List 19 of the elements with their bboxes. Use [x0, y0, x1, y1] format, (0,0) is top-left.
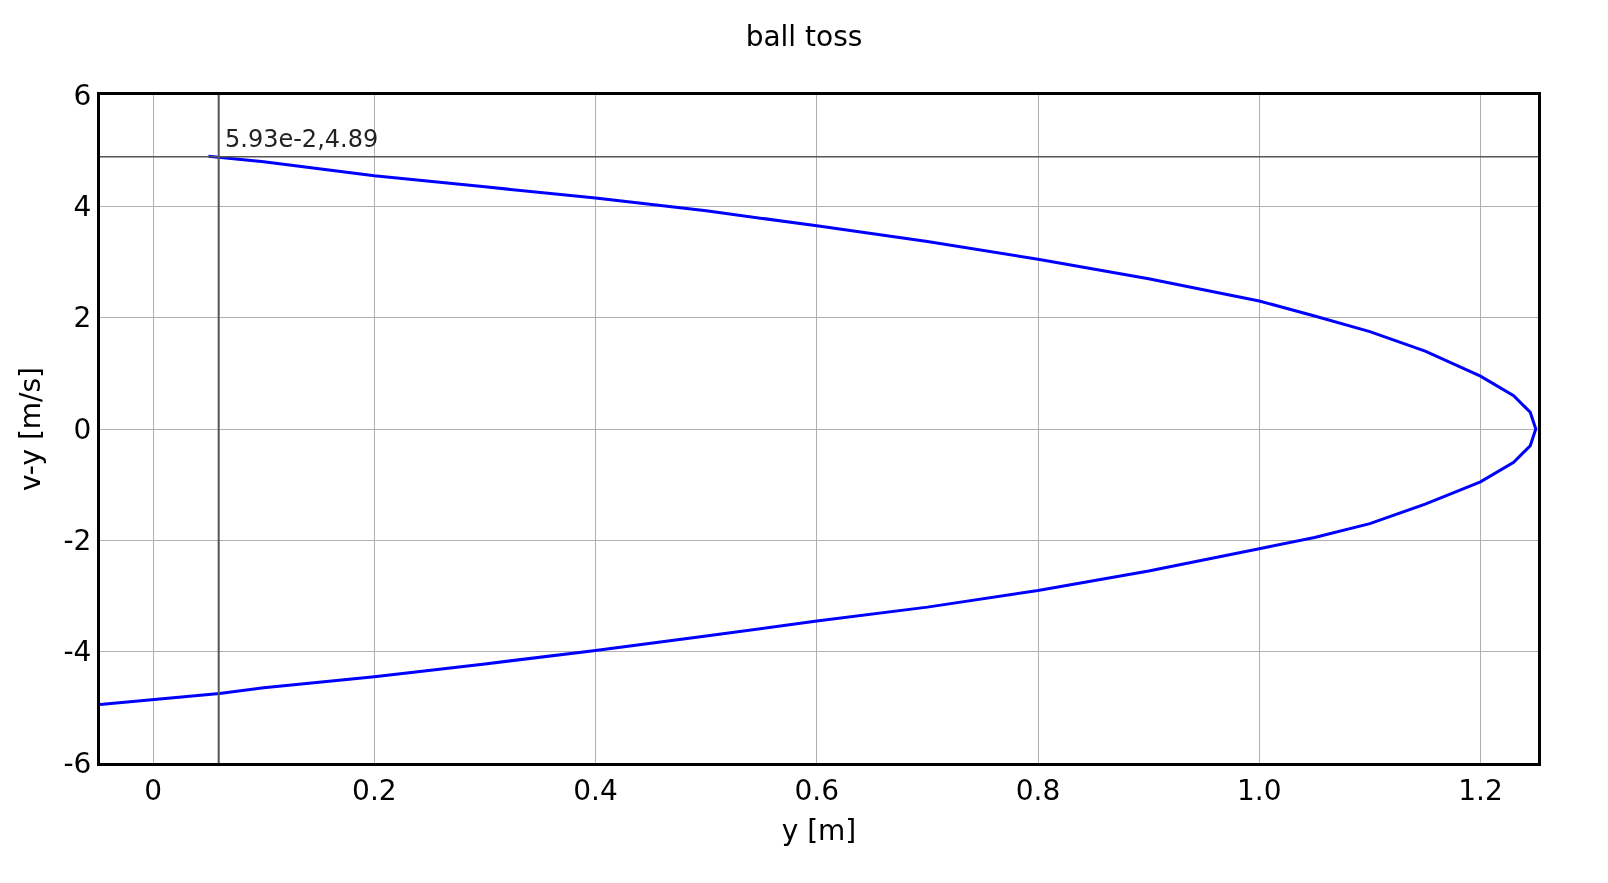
y-tick-label: 2 — [73, 301, 92, 335]
y-tick-label: -2 — [63, 524, 92, 558]
y-tick-label: -4 — [63, 635, 92, 669]
line-series — [100, 154, 1538, 707]
x-tick-label: 0.6 — [794, 773, 840, 807]
x-tick-label: 0.4 — [573, 773, 618, 807]
y-axis-title: v-y [m/s] — [14, 366, 48, 492]
y-tick-label: 4 — [73, 190, 92, 224]
x-tick-label: 0 — [144, 773, 163, 807]
y-tick-label: -6 — [63, 746, 92, 780]
x-tick-label: 0.2 — [352, 773, 397, 807]
annotation: 5.93e-2,4.89 — [225, 125, 379, 153]
x-tick-label: 1.2 — [1458, 773, 1503, 807]
y-tick-label: 0 — [73, 412, 92, 446]
y-tick-label: 6 — [73, 78, 92, 112]
x-tick-label: 1.0 — [1236, 773, 1282, 807]
x-tick-label: 0.8 — [1015, 773, 1061, 807]
x-axis-title: y [m] — [781, 813, 857, 847]
chart-title: ball toss — [745, 20, 863, 54]
